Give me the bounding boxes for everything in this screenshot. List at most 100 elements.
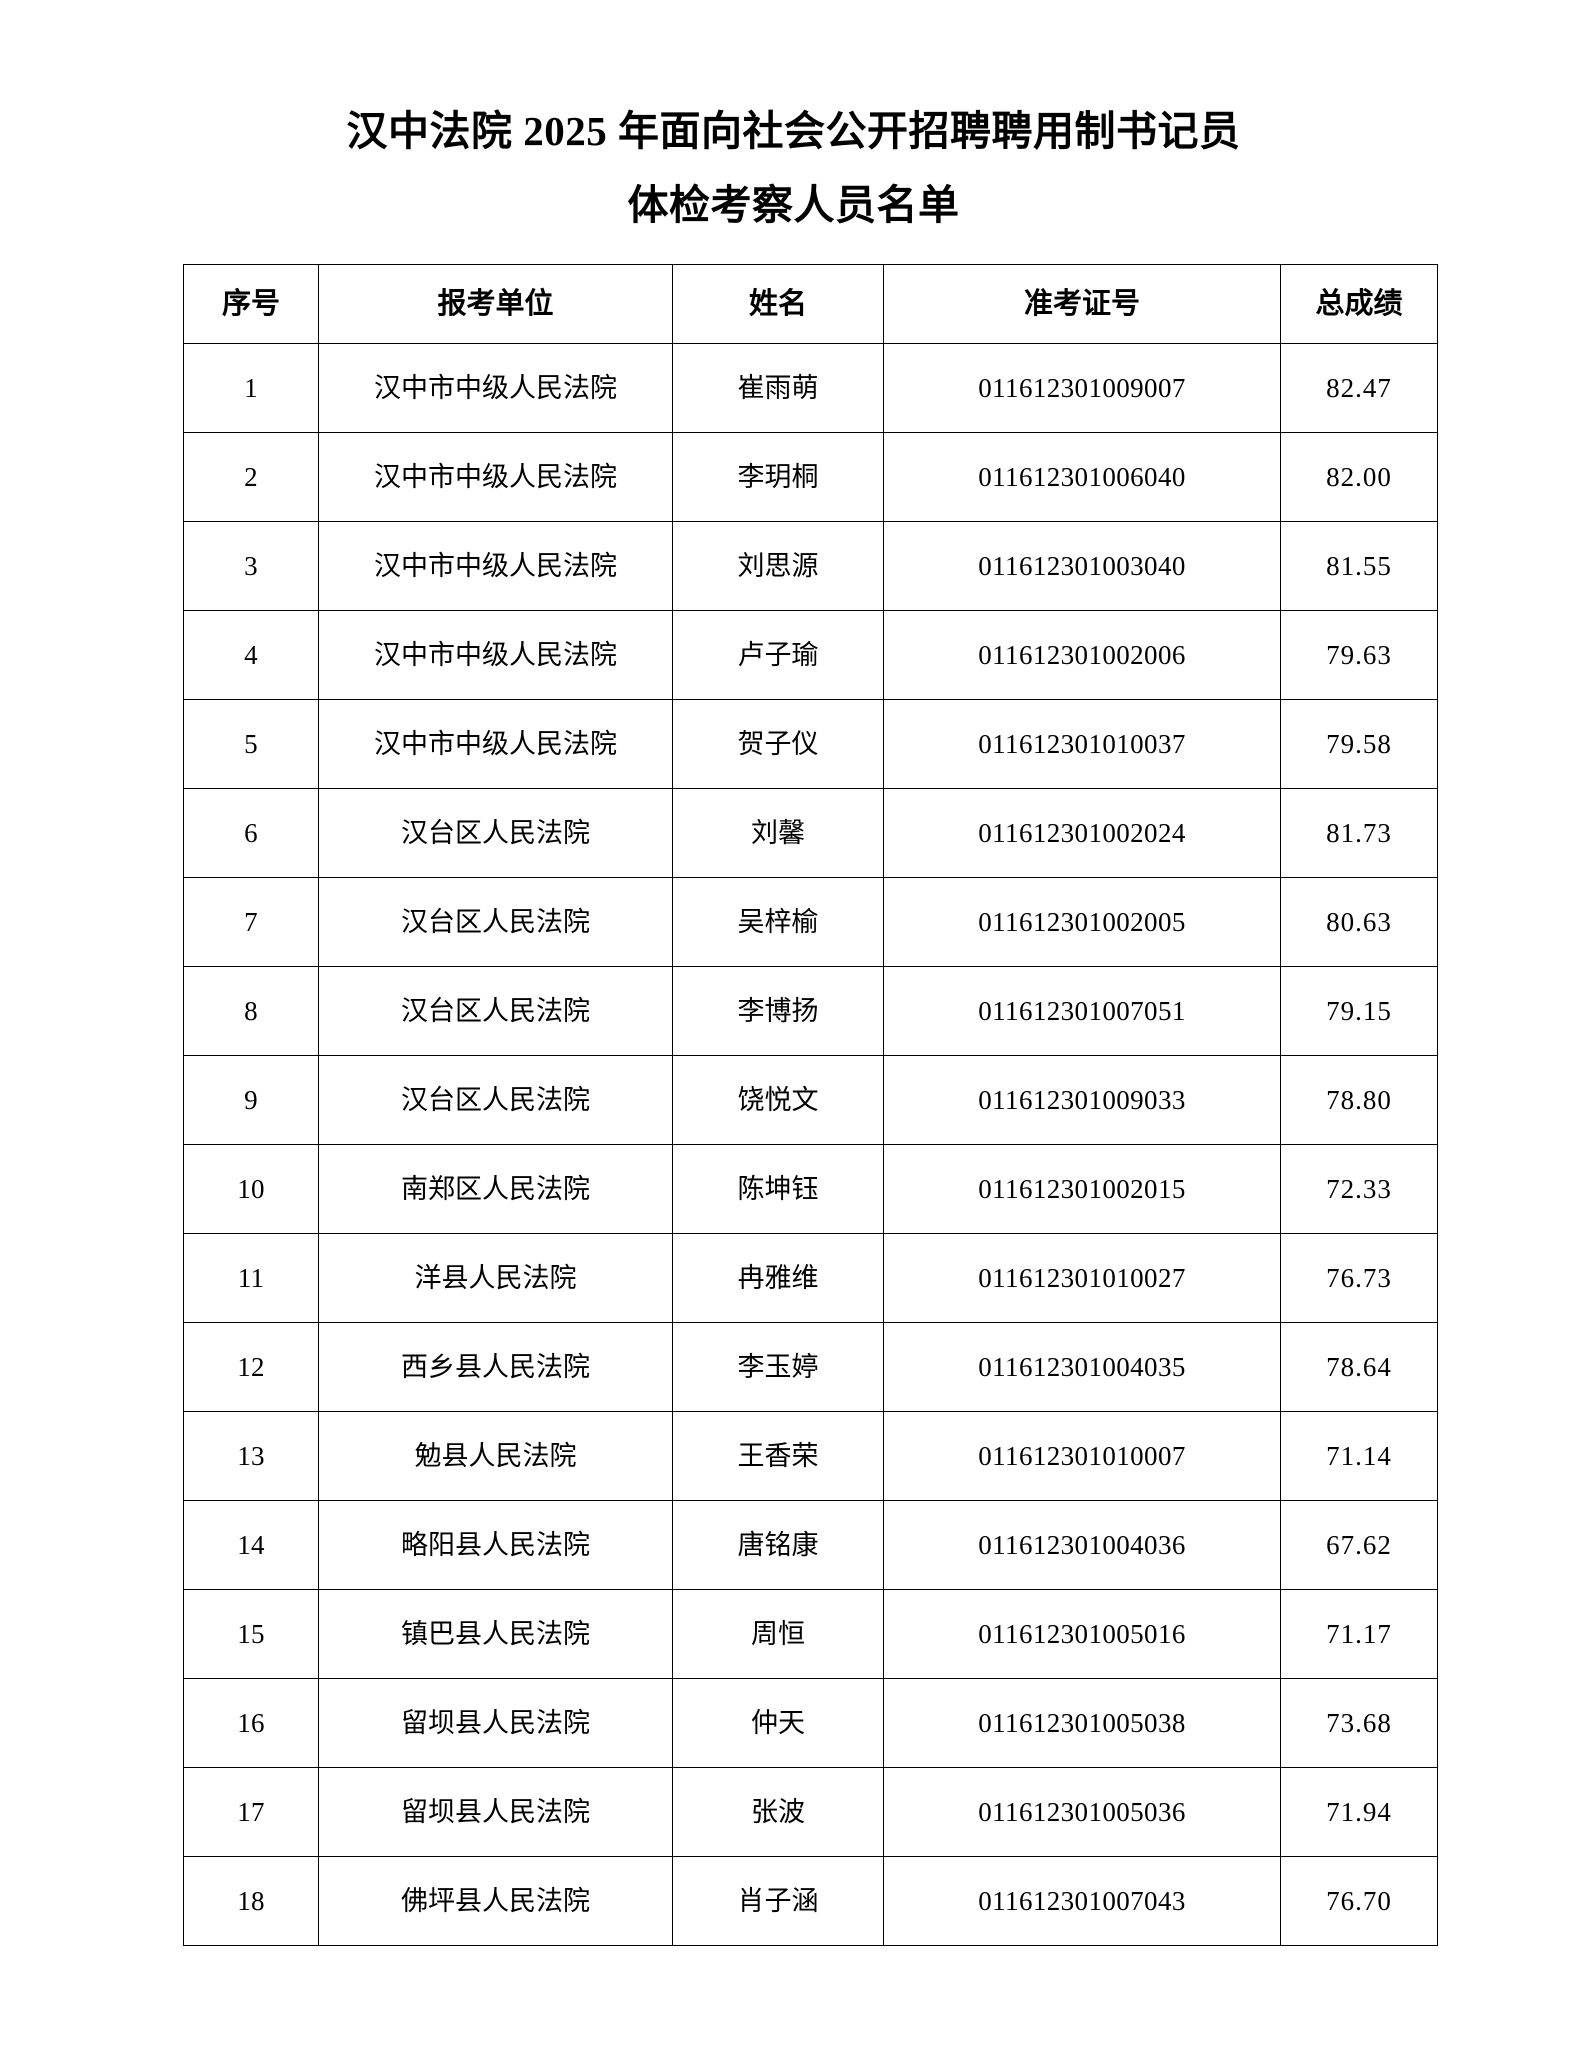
table-row: 17 留坝县人民法院 张波 011612301005036 71.94	[183, 1767, 1438, 1857]
cell-seq: 5	[183, 699, 319, 789]
table-row: 5 汉中市中级人民法院 贺子仪 011612301010037 79.58	[183, 699, 1438, 789]
cell-seq: 2	[183, 432, 319, 522]
cell-seq: 12	[183, 1322, 319, 1412]
table-row: 12 西乡县人民法院 李玉婷 011612301004035 78.64	[183, 1322, 1438, 1412]
cell-name: 饶悦文	[672, 1055, 884, 1145]
cell-ticket: 011612301004035	[883, 1322, 1281, 1412]
cell-ticket: 011612301009033	[883, 1055, 1281, 1145]
cell-unit: 镇巴县人民法院	[318, 1589, 673, 1679]
table-row: 18 佛坪县人民法院 肖子涵 011612301007043 76.70	[183, 1856, 1438, 1946]
cell-ticket: 011612301002015	[883, 1144, 1281, 1234]
table-row: 14 略阳县人民法院 唐铭康 011612301004036 67.62	[183, 1500, 1438, 1590]
cell-ticket: 011612301006040	[883, 432, 1281, 522]
cell-seq: 18	[183, 1856, 319, 1946]
cell-unit: 佛坪县人民法院	[318, 1856, 673, 1946]
roster-table: 序号 报考单位 姓名 准考证号 总成绩 1 汉中市中级人民法院 崔雨萌 0116123…	[183, 264, 1438, 1946]
cell-unit: 汉中市中级人民法院	[318, 699, 673, 789]
cell-name: 唐铭康	[672, 1500, 884, 1590]
cell-name: 王香荣	[672, 1411, 884, 1501]
cell-seq: 4	[183, 610, 319, 700]
column-header-ticket: 准考证号	[883, 264, 1281, 344]
cell-ticket: 011612301003040	[883, 521, 1281, 611]
table-row: 1 汉中市中级人民法院 崔雨萌 011612301009007 82.47	[183, 343, 1438, 433]
table-header-row: 序号 报考单位 姓名 准考证号 总成绩	[183, 264, 1438, 344]
page-title-line-2: 体检考察人员名单	[627, 182, 960, 228]
cell-score: 79.58	[1280, 699, 1438, 789]
table-row: 4 汉中市中级人民法院 卢子瑜 011612301002006 79.63	[183, 610, 1438, 700]
cell-name: 卢子瑜	[672, 610, 884, 700]
cell-score: 81.73	[1280, 788, 1438, 878]
table-row: 13 勉县人民法院 王香荣 011612301010007 71.14	[183, 1411, 1438, 1501]
cell-unit: 汉台区人民法院	[318, 1055, 673, 1145]
cell-score: 78.80	[1280, 1055, 1438, 1145]
cell-unit: 汉中市中级人民法院	[318, 432, 673, 522]
cell-unit: 留坝县人民法院	[318, 1678, 673, 1768]
roster-table-wrapper: 序号 报考单位 姓名 准考证号 总成绩 1 汉中市中级人民法院 崔雨萌 0116123…	[0, 264, 1587, 1946]
cell-name: 崔雨萌	[672, 343, 884, 433]
cell-seq: 15	[183, 1589, 319, 1679]
table-row: 7 汉台区人民法院 吴梓榆 011612301002005 80.63	[183, 877, 1438, 967]
cell-score: 79.63	[1280, 610, 1438, 700]
cell-seq: 8	[183, 966, 319, 1056]
cell-score: 78.64	[1280, 1322, 1438, 1412]
cell-score: 82.47	[1280, 343, 1438, 433]
cell-seq: 6	[183, 788, 319, 878]
cell-name: 李玥桐	[672, 432, 884, 522]
cell-ticket: 011612301010037	[883, 699, 1281, 789]
cell-unit: 西乡县人民法院	[318, 1322, 673, 1412]
cell-score: 71.94	[1280, 1767, 1438, 1857]
cell-score: 82.00	[1280, 432, 1438, 522]
cell-name: 李博扬	[672, 966, 884, 1056]
cell-seq: 10	[183, 1144, 319, 1234]
column-header-seq: 序号	[183, 264, 319, 344]
cell-score: 81.55	[1280, 521, 1438, 611]
cell-ticket: 011612301010007	[883, 1411, 1281, 1501]
cell-seq: 3	[183, 521, 319, 611]
cell-unit: 略阳县人民法院	[318, 1500, 673, 1590]
cell-seq: 16	[183, 1678, 319, 1768]
cell-name: 刘馨	[672, 788, 884, 878]
cell-unit: 汉中市中级人民法院	[318, 521, 673, 611]
cell-ticket: 011612301005016	[883, 1589, 1281, 1679]
cell-unit: 汉台区人民法院	[318, 788, 673, 878]
table-row: 8 汉台区人民法院 李博扬 011612301007051 79.15	[183, 966, 1438, 1056]
cell-seq: 13	[183, 1411, 319, 1501]
table-row: 2 汉中市中级人民法院 李玥桐 011612301006040 82.00	[183, 432, 1438, 522]
cell-score: 71.14	[1280, 1411, 1438, 1501]
table-row: 16 留坝县人民法院 仲天 011612301005038 73.68	[183, 1678, 1438, 1768]
cell-ticket: 011612301005036	[883, 1767, 1281, 1857]
cell-unit: 汉台区人民法院	[318, 966, 673, 1056]
cell-ticket: 011612301005038	[883, 1678, 1281, 1768]
cell-name: 冉雅维	[672, 1233, 884, 1323]
cell-name: 吴梓榆	[672, 877, 884, 967]
cell-score: 71.17	[1280, 1589, 1438, 1679]
table-row: 11 洋县人民法院 冉雅维 011612301010027 76.73	[183, 1233, 1438, 1323]
table-row: 3 汉中市中级人民法院 刘思源 011612301003040 81.55	[183, 521, 1438, 611]
cell-ticket: 011612301007051	[883, 966, 1281, 1056]
cell-name: 周恒	[672, 1589, 884, 1679]
column-header-unit: 报考单位	[318, 264, 673, 344]
page-title-line-1: 汉中法院 2025 年面向社会公开招聘聘用制书记员	[346, 108, 1241, 154]
cell-score: 80.63	[1280, 877, 1438, 967]
cell-name: 肖子涵	[672, 1856, 884, 1946]
document-title-block: 汉中法院 2025 年面向社会公开招聘聘用制书记员 体检考察人员名单	[0, 0, 1587, 241]
cell-score: 73.68	[1280, 1678, 1438, 1768]
cell-score: 76.73	[1280, 1233, 1438, 1323]
cell-seq: 14	[183, 1500, 319, 1590]
cell-ticket: 011612301002024	[883, 788, 1281, 878]
cell-unit: 南郑区人民法院	[318, 1144, 673, 1234]
cell-seq: 1	[183, 343, 319, 433]
cell-name: 李玉婷	[672, 1322, 884, 1412]
table-row: 10 南郑区人民法院 陈坤钰 011612301002015 72.33	[183, 1144, 1438, 1234]
cell-seq: 9	[183, 1055, 319, 1145]
cell-ticket: 011612301004036	[883, 1500, 1281, 1590]
cell-name: 刘思源	[672, 521, 884, 611]
cell-name: 张波	[672, 1767, 884, 1857]
cell-ticket: 011612301010027	[883, 1233, 1281, 1323]
cell-unit: 洋县人民法院	[318, 1233, 673, 1323]
cell-seq: 11	[183, 1233, 319, 1323]
cell-unit: 勉县人民法院	[318, 1411, 673, 1501]
cell-unit: 汉中市中级人民法院	[318, 343, 673, 433]
column-header-score: 总成绩	[1280, 264, 1438, 344]
